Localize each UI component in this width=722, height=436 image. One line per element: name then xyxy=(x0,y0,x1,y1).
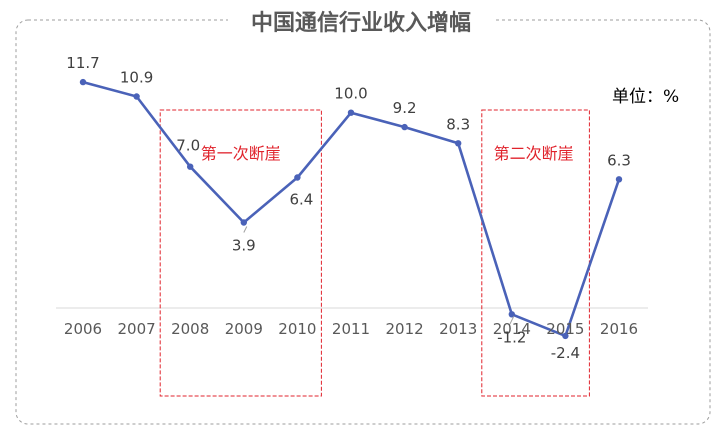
data-point xyxy=(401,123,408,131)
leader-line xyxy=(509,316,515,325)
x-tick-label: 2013 xyxy=(439,320,477,338)
series-line xyxy=(82,80,621,338)
data-label: 10.9 xyxy=(120,69,153,87)
data-label: 10.0 xyxy=(334,85,367,103)
data-point xyxy=(240,219,247,226)
x-tick-label: 2007 xyxy=(118,320,156,338)
annotation-label: 第一次断崖 xyxy=(201,144,281,163)
x-tick-label: 2006 xyxy=(64,320,102,338)
data-point xyxy=(187,163,194,170)
data-label: -1.2 xyxy=(497,328,526,346)
x-tick-label: 2016 xyxy=(600,320,638,338)
x-tick-label: 2008 xyxy=(171,320,209,338)
x-tick-label: 2012 xyxy=(386,320,424,338)
annotations-layer: 第一次断崖 第二次断崖 xyxy=(159,109,590,397)
data-label: -2.4 xyxy=(551,344,580,362)
data-label: 8.3 xyxy=(446,115,470,133)
data-point xyxy=(294,174,301,181)
chart-title: 中国通信行业收入增幅 xyxy=(251,10,471,36)
data-point xyxy=(455,140,462,147)
chart-frame xyxy=(15,19,711,425)
leader-line xyxy=(243,226,248,233)
data-label: 6.4 xyxy=(289,191,313,209)
data-point xyxy=(562,332,569,340)
data-point xyxy=(508,311,515,318)
data-point xyxy=(615,176,623,183)
series-layer xyxy=(79,78,623,340)
x-tick-label: 2015 xyxy=(546,320,584,338)
data-label: 7.0 xyxy=(176,137,200,155)
data-point xyxy=(133,93,140,100)
data-label: 11.7 xyxy=(66,54,99,72)
x-tick-label: 2011 xyxy=(332,320,370,338)
data-label: 6.3 xyxy=(607,151,631,169)
x-tick-label: 2009 xyxy=(225,320,263,338)
x-tick-labels: 2006 2007 2008 2009 2010 2011 2012 2013 2014 2015… xyxy=(64,320,638,338)
data-point xyxy=(347,109,355,116)
annotation-label: 第二次断崖 xyxy=(494,144,574,163)
unit-label: 单位：% xyxy=(612,87,679,107)
annotation-box xyxy=(159,109,322,397)
annotation-box xyxy=(481,109,590,397)
title-plate xyxy=(228,6,494,36)
x-tick-label: 2010 xyxy=(278,320,316,338)
x-tick-label: 2014 xyxy=(493,320,531,338)
data-point xyxy=(79,78,87,86)
data-label: 3.9 xyxy=(232,237,256,255)
value-labels: 11.7 10.9 7.0 3.9 6.4 10.0 9.2 8.3 -1.2 -2.4 6.3 xyxy=(66,54,631,362)
data-label: 9.2 xyxy=(393,99,417,117)
